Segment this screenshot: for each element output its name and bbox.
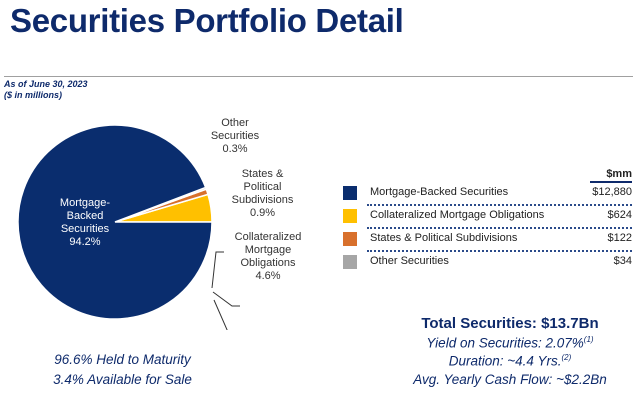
leader-line-states: [212, 291, 240, 307]
label-percent: 0.3%: [222, 143, 248, 155]
label-percent: 0.9%: [249, 207, 276, 219]
label-line: Political: [243, 181, 282, 193]
slice-label-cmo: Collateralized Mortgage Obligations 4.6%: [228, 231, 308, 283]
legend-swatch: [343, 209, 357, 223]
label-line: Mortgage-: [59, 197, 111, 209]
total-securities: Total Securities: $13.7Bn: [421, 315, 599, 332]
footnote-ref: (2): [561, 353, 572, 362]
as-of-date: As of June 30, 2023: [4, 79, 88, 89]
label-line: Mortgage: [244, 244, 292, 256]
legend-row-other: Other Securities $34: [343, 251, 632, 273]
label-line: Obligations: [240, 257, 296, 269]
header-divider: [4, 76, 633, 77]
legend-label: Collateralized Mortgage Obligations: [370, 209, 545, 221]
legend-value: $34: [613, 255, 632, 267]
duration: Duration: ~4.4 Yrs.(2): [390, 353, 630, 369]
footnote-ref: (1): [583, 335, 594, 344]
avg-yearly-cash-flow: Avg. Yearly Cash Flow: ~$2.2Bn: [413, 372, 607, 387]
label-line: Securities: [60, 223, 110, 235]
page-title: Securities Portfolio Detail: [10, 2, 404, 39]
slice-label-other: Other Securities 0.3%: [200, 117, 270, 156]
label-line: Subdivisions: [231, 194, 294, 206]
legend-value: $122: [607, 232, 632, 244]
slice-label-states: States & Political Subdivisions 0.9%: [225, 168, 300, 220]
legend-label: Mortgage-Backed Securities: [370, 186, 509, 198]
label-line: Collateralized: [234, 231, 302, 243]
label-percent: 4.6%: [255, 270, 281, 282]
legend-row-cmo: Collateralized Mortgage Obligations $624: [343, 205, 632, 227]
legend-swatch: [343, 232, 357, 246]
legend-divider: [367, 250, 632, 252]
legend-label: Other Securities: [370, 255, 449, 267]
yield-text: Yield on Securities: 2.07%: [426, 335, 584, 351]
label-line: Securities: [210, 130, 260, 142]
slice-label-mbs: Mortgage- Backed Securities 94.2%: [50, 197, 120, 249]
legend-value: $12,880: [592, 186, 632, 198]
label-line: States &: [241, 168, 284, 180]
label-line: Other: [221, 117, 249, 129]
leader-line-other: [211, 251, 224, 289]
duration-text: Duration: ~4.4 Yrs.: [448, 353, 562, 369]
leader-line-cmo: [213, 299, 228, 330]
legend-swatch: [343, 186, 357, 200]
legend-label: States & Political Subdivisions: [370, 232, 518, 244]
held-to-maturity: 96.6% Held to Maturity: [54, 352, 191, 367]
available-for-sale: 3.4% Available for Sale: [53, 372, 192, 387]
pie-chart: [17, 124, 240, 330]
yield-on-securities: Yield on Securities: 2.07%(1): [390, 335, 630, 351]
label-percent: 94.2%: [69, 236, 101, 248]
legend-value: $624: [607, 209, 632, 221]
legend-divider: [367, 204, 632, 206]
legend-swatch: [343, 255, 357, 269]
units-note: ($ in millions): [4, 90, 63, 100]
legend-row-states: States & Political Subdivisions $122: [343, 228, 632, 250]
legend-divider: [367, 227, 632, 229]
pie-slice-mortgage-backed-securities: [17, 124, 213, 320]
label-line: Backed: [66, 210, 104, 222]
legend-row-mbs: Mortgage-Backed Securities $12,880: [343, 182, 632, 204]
legend-header: $mm: [590, 168, 632, 183]
